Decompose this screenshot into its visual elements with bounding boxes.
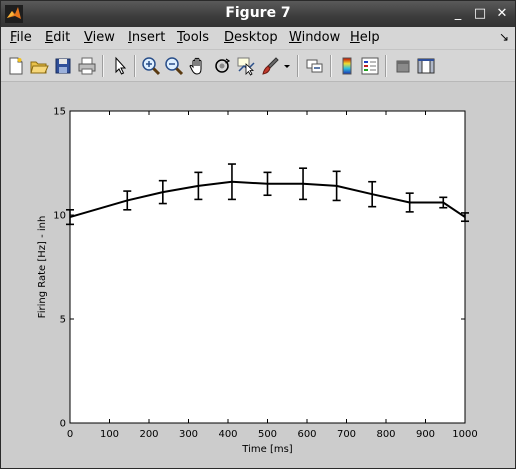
matlab-logo-icon xyxy=(5,5,23,23)
toolbar-separator xyxy=(102,55,104,77)
data-cursor-icon[interactable] xyxy=(235,55,257,77)
y-axis-label: Firing Rate [Hz] - inh xyxy=(37,216,48,319)
plot-svg: 0 100 200 300 400 500 600 700 800 900 1000 0 5 10 15 T… xyxy=(37,107,478,456)
zoom-in-icon[interactable] xyxy=(140,55,162,77)
window-title: Figure 7 xyxy=(225,5,291,21)
error-bar xyxy=(66,209,74,226)
y-tick-label: 15 xyxy=(53,107,66,118)
x-tick-label: 400 xyxy=(218,429,237,440)
pan-hand-icon[interactable] xyxy=(187,55,209,77)
maximize-button[interactable]: □ xyxy=(473,6,487,21)
print-icon[interactable] xyxy=(76,55,98,77)
error-bar xyxy=(123,190,132,211)
x-tick-label: 0 xyxy=(67,429,73,440)
x-tick-label: 300 xyxy=(179,429,198,440)
error-bar xyxy=(368,180,377,208)
rotate-3d-icon[interactable] xyxy=(211,55,233,77)
x-tick-label: 900 xyxy=(416,429,435,440)
menu-insert[interactable]: Insert xyxy=(128,30,166,45)
x-tick-label: 200 xyxy=(139,429,158,440)
brush-dropdown-icon[interactable] xyxy=(282,55,292,77)
error-bar xyxy=(439,196,448,209)
minimize-button[interactable]: _ xyxy=(454,6,462,21)
dock-arrow-icon[interactable]: ↘ xyxy=(498,30,509,44)
error-bar xyxy=(405,192,414,213)
title-bar[interactable]: Figure 7 _ □ ✕ xyxy=(1,1,515,27)
toolbar-separator xyxy=(330,55,332,77)
y-tick-label: 10 xyxy=(53,211,66,222)
x-axis-label: Time [ms] xyxy=(241,444,293,455)
plot-area xyxy=(69,110,466,424)
x-tick-label: 100 xyxy=(100,429,119,440)
colorbar-icon[interactable] xyxy=(336,55,358,77)
legend-icon[interactable] xyxy=(359,55,381,77)
error-bar xyxy=(227,163,236,201)
open-file-icon[interactable] xyxy=(28,55,50,77)
error-bar xyxy=(194,171,203,201)
y-tick-label: 5 xyxy=(60,315,66,326)
hide-plot-tools-icon[interactable] xyxy=(392,55,414,77)
toolbar-separator xyxy=(297,55,299,77)
error-bar xyxy=(263,171,272,197)
menu-file[interactable]: File xyxy=(10,30,32,45)
error-bar xyxy=(332,170,341,202)
menu-view[interactable]: View xyxy=(84,30,115,45)
axes[interactable] xyxy=(69,110,466,424)
x-tick-label: 700 xyxy=(337,429,356,440)
x-tick-label: 500 xyxy=(258,429,277,440)
menu-bar: File Edit View Insert Tools Desktop Wind… xyxy=(1,27,515,50)
menu-help[interactable]: Help xyxy=(350,30,380,45)
figure-canvas[interactable]: 0 100 200 300 400 500 600 700 800 900 1000 0 5 10 15 T… xyxy=(1,82,515,468)
x-tick-label: 1000 xyxy=(452,429,477,440)
menu-desktop[interactable]: Desktop xyxy=(224,30,278,45)
link-plot-icon[interactable] xyxy=(304,55,326,77)
error-bar xyxy=(461,212,469,223)
x-tick-label: 800 xyxy=(376,429,395,440)
error-bar xyxy=(299,167,308,201)
save-icon[interactable] xyxy=(52,55,74,77)
show-plot-tools-icon[interactable] xyxy=(415,55,437,77)
toolbar-separator xyxy=(385,55,387,77)
series-line xyxy=(69,180,466,219)
brush-icon[interactable] xyxy=(259,55,281,77)
close-button[interactable]: ✕ xyxy=(496,6,508,21)
figure-toolbar xyxy=(1,50,515,82)
y-tick-label: 0 xyxy=(60,419,66,430)
toolbar-separator xyxy=(134,55,136,77)
zoom-out-icon[interactable] xyxy=(163,55,185,77)
menu-window[interactable]: Window xyxy=(289,30,341,45)
error-bar xyxy=(158,179,167,205)
edit-plot-arrow-icon[interactable] xyxy=(109,55,131,77)
menu-edit[interactable]: Edit xyxy=(45,30,71,45)
new-figure-icon[interactable] xyxy=(5,55,27,77)
x-tick-label: 600 xyxy=(297,429,316,440)
menu-tools[interactable]: Tools xyxy=(177,30,210,45)
